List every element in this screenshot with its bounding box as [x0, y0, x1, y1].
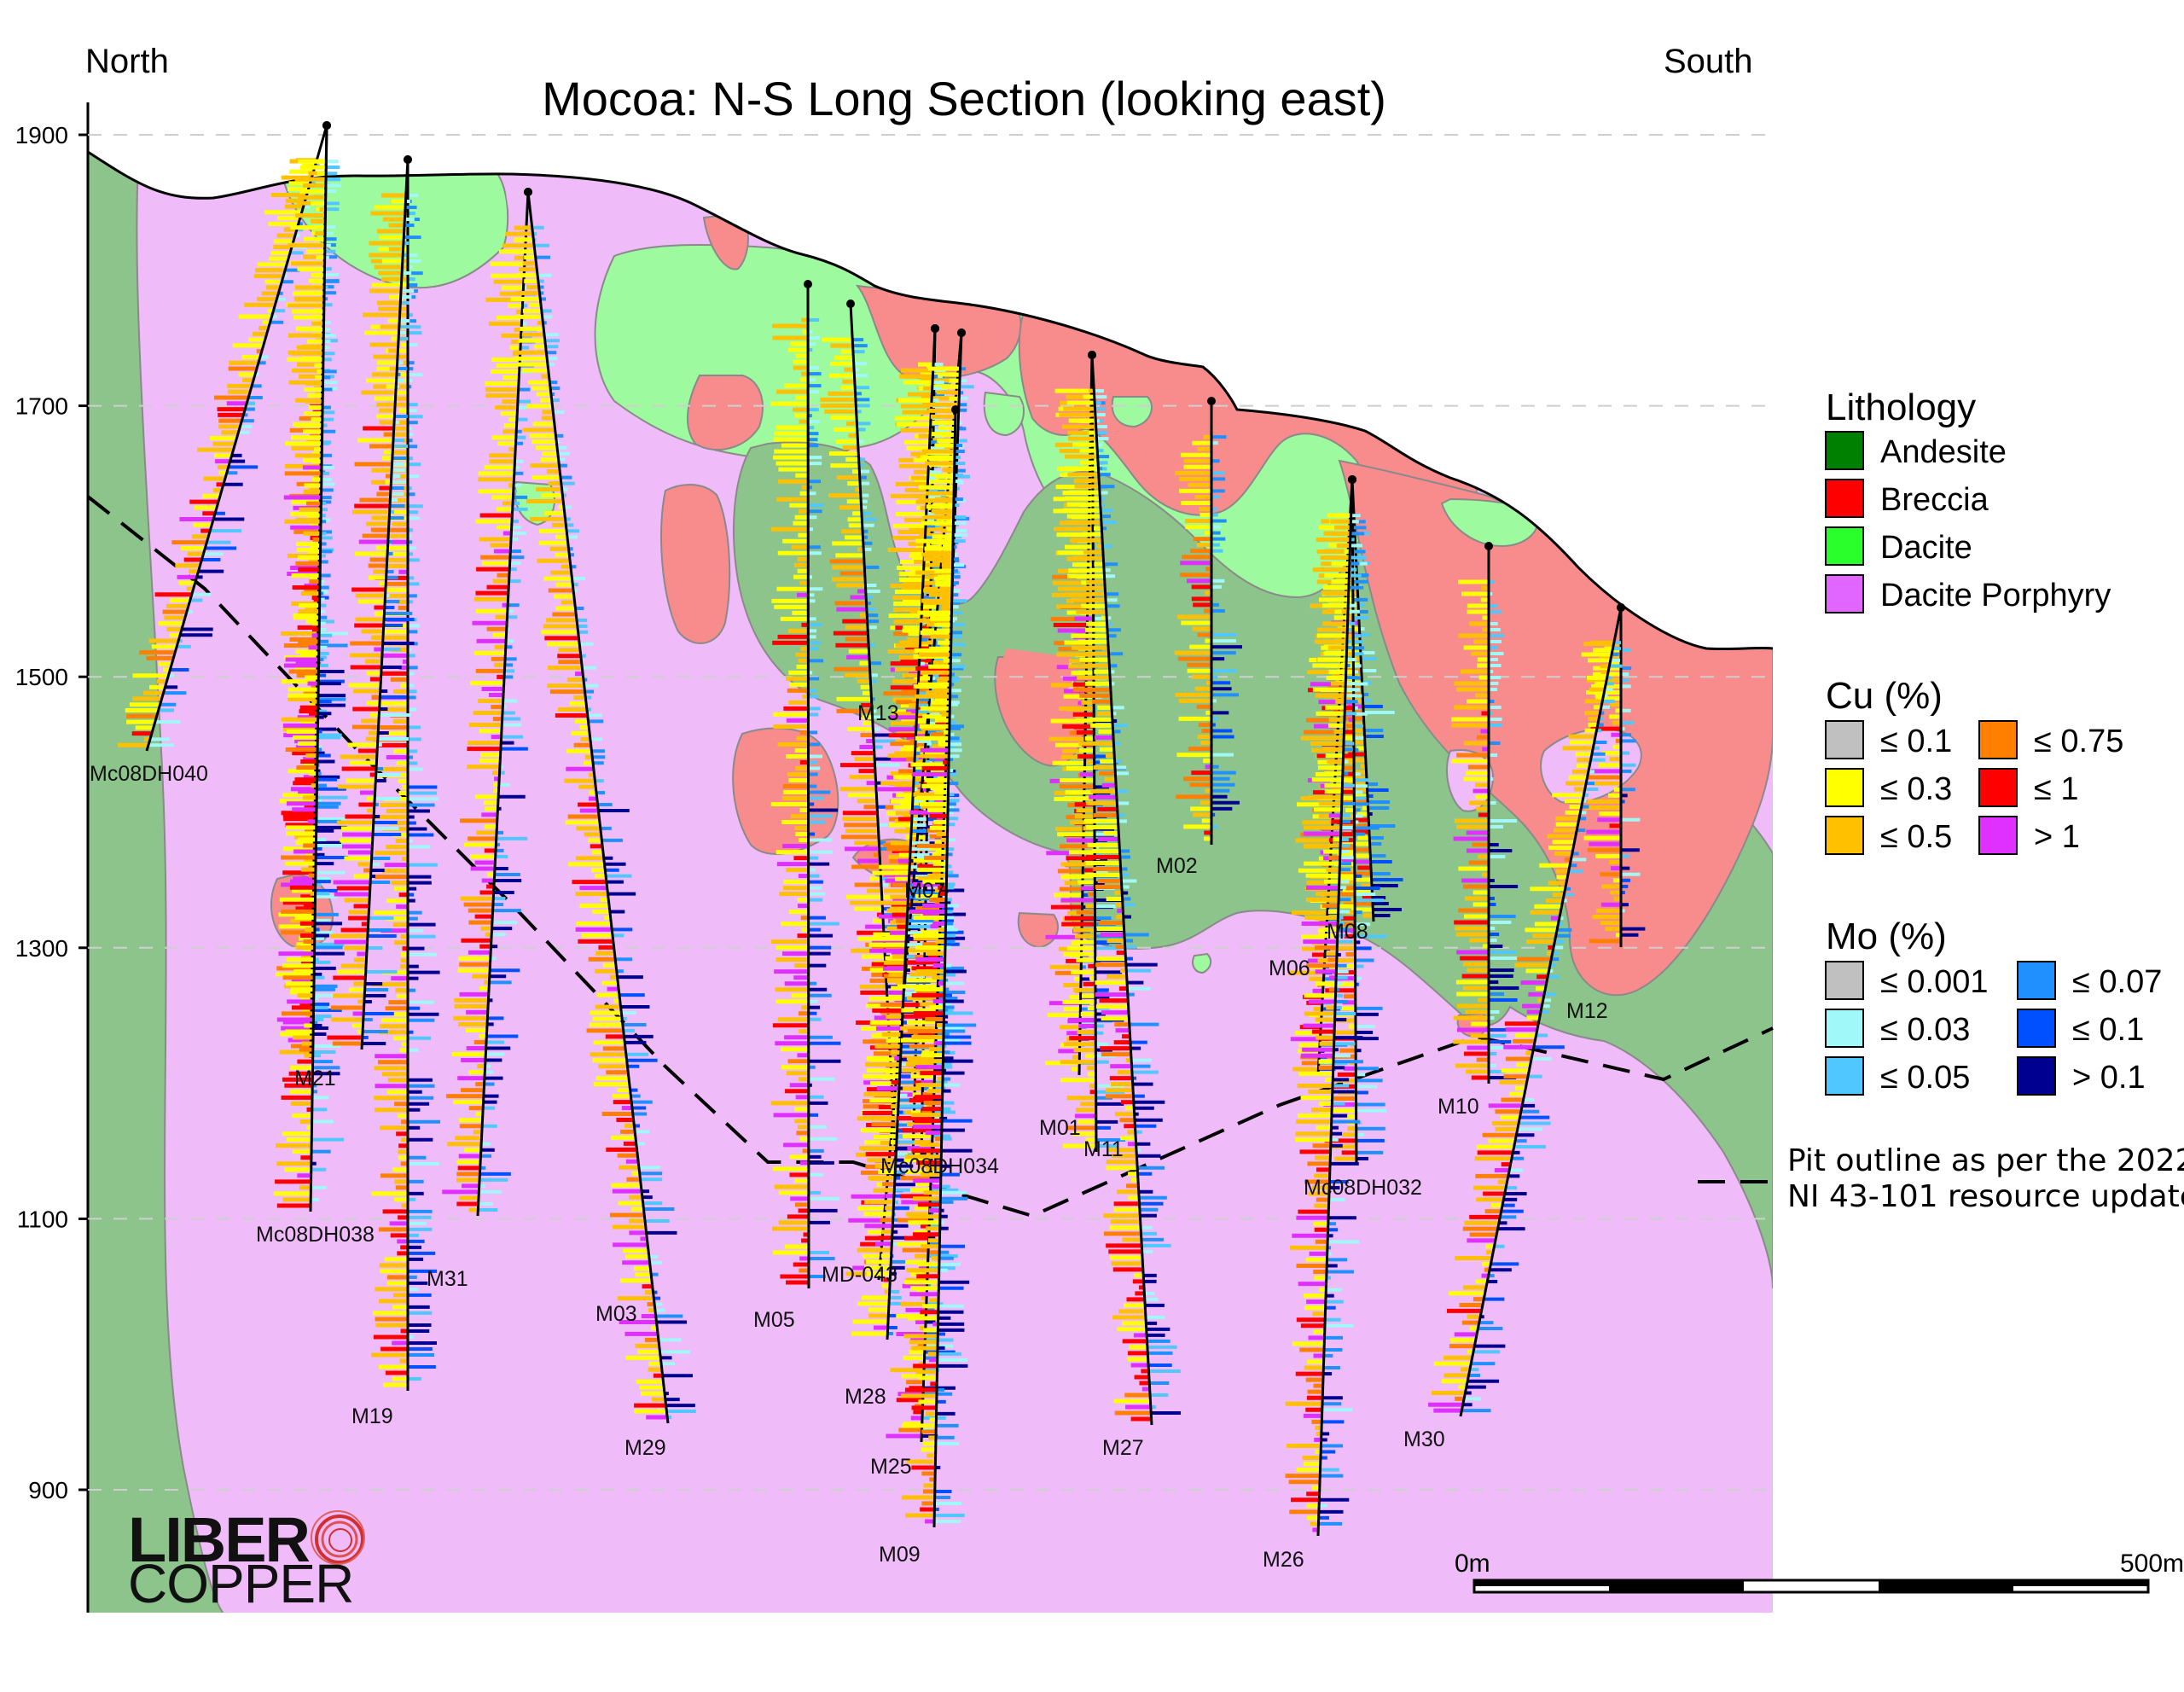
axis-tick-label: 1500	[15, 664, 68, 690]
drillhole-trace	[808, 284, 809, 1288]
dacite-inlier-5	[1193, 954, 1211, 973]
collar-marker	[846, 299, 855, 308]
north-label: North	[85, 43, 169, 80]
collar-marker	[1207, 397, 1216, 405]
axis-tick-label: 1300	[15, 935, 68, 962]
south-label: South	[1664, 43, 1753, 80]
collar-marker	[931, 324, 939, 333]
section-title: Mocoa: N-S Long Section (looking east)	[542, 72, 1386, 125]
collar-marker	[1088, 351, 1096, 359]
collar-marker	[804, 280, 812, 288]
axis-tick-label: 900	[28, 1477, 68, 1503]
axis-tick-label: 1900	[15, 122, 68, 148]
axis-tick-label: 1100	[17, 1206, 68, 1232]
collar-marker	[404, 155, 412, 164]
collar-marker	[957, 329, 966, 337]
collar-marker	[322, 121, 331, 130]
collar-marker	[524, 188, 532, 196]
collar-marker	[951, 405, 960, 414]
axis-tick-label: 1700	[15, 393, 68, 420]
